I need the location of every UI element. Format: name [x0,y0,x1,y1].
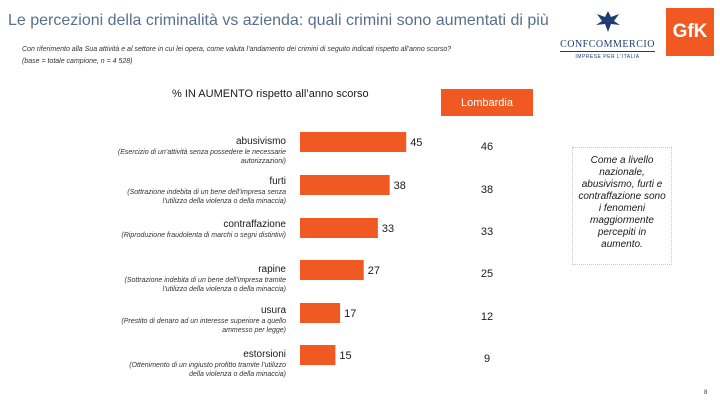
region-value: 33 [480,226,494,238]
region-header: Lombardia [441,89,533,116]
region-value: 12 [480,311,494,323]
page-title: Le percezioni della criminalità vs azien… [8,12,549,29]
bar-estorsioni [300,345,336,365]
region-value: 38 [480,184,494,196]
category-description: (Ottenimento di un ingiusto profitto tra… [129,362,286,378]
sample-base: (base = totale campione, n = 4 528) [22,58,133,65]
category-description: (Sottrazione indebita di un bene dell’im… [127,189,286,205]
bar-furti [300,175,390,195]
region-value: 9 [483,353,491,365]
category-label: usura [260,305,286,316]
chart-title: % IN AUMENTO rispetto all’anno scorso [172,88,369,100]
page-number: 8 [704,390,708,396]
question-text: Con riferimento alla Sua attività e al s… [22,46,452,53]
bar-value-label: 15 [339,350,351,362]
category-label: rapine [258,264,286,275]
bar-usura [300,303,341,323]
category-label: contraffazione [223,219,286,230]
category-description: (Riproduzione fraudolenta di marchi o se… [121,232,286,239]
eagle-icon [595,11,620,32]
category-description: (Esercizio di un’attività senza posseder… [117,149,286,165]
region-value: 46 [480,141,494,153]
confcommercio-logo: CONFCOMMERCIO IMPRESE PER L'ITALIA [560,8,655,72]
bar-rapine [300,260,364,280]
bar-value-label: 45 [410,137,422,149]
bar-value-label: 27 [368,265,380,277]
bar-value-label: 38 [394,180,406,192]
category-description: (Prestito di denaro ad un interesse supe… [121,318,286,334]
category-description: (Sottrazione indebita di un bene dell’im… [124,277,286,293]
gfk-logo: GfK [666,8,714,56]
region-value: 25 [480,268,494,280]
category-label: furti [269,176,286,187]
bar-value-label: 33 [382,223,394,235]
category-label: estorsioni [243,349,286,360]
confcommercio-tagline: IMPRESE PER L'ITALIA [575,54,640,60]
category-label: abusivismo [235,136,286,147]
callout-note: Come a livello nazionale, abusivismo, fu… [572,147,672,265]
bar-contraffazione [300,218,378,238]
confcommercio-name: CONFCOMMERCIO [560,39,655,52]
bar-abusivismo [300,132,407,152]
bar-value-label: 17 [344,308,356,320]
